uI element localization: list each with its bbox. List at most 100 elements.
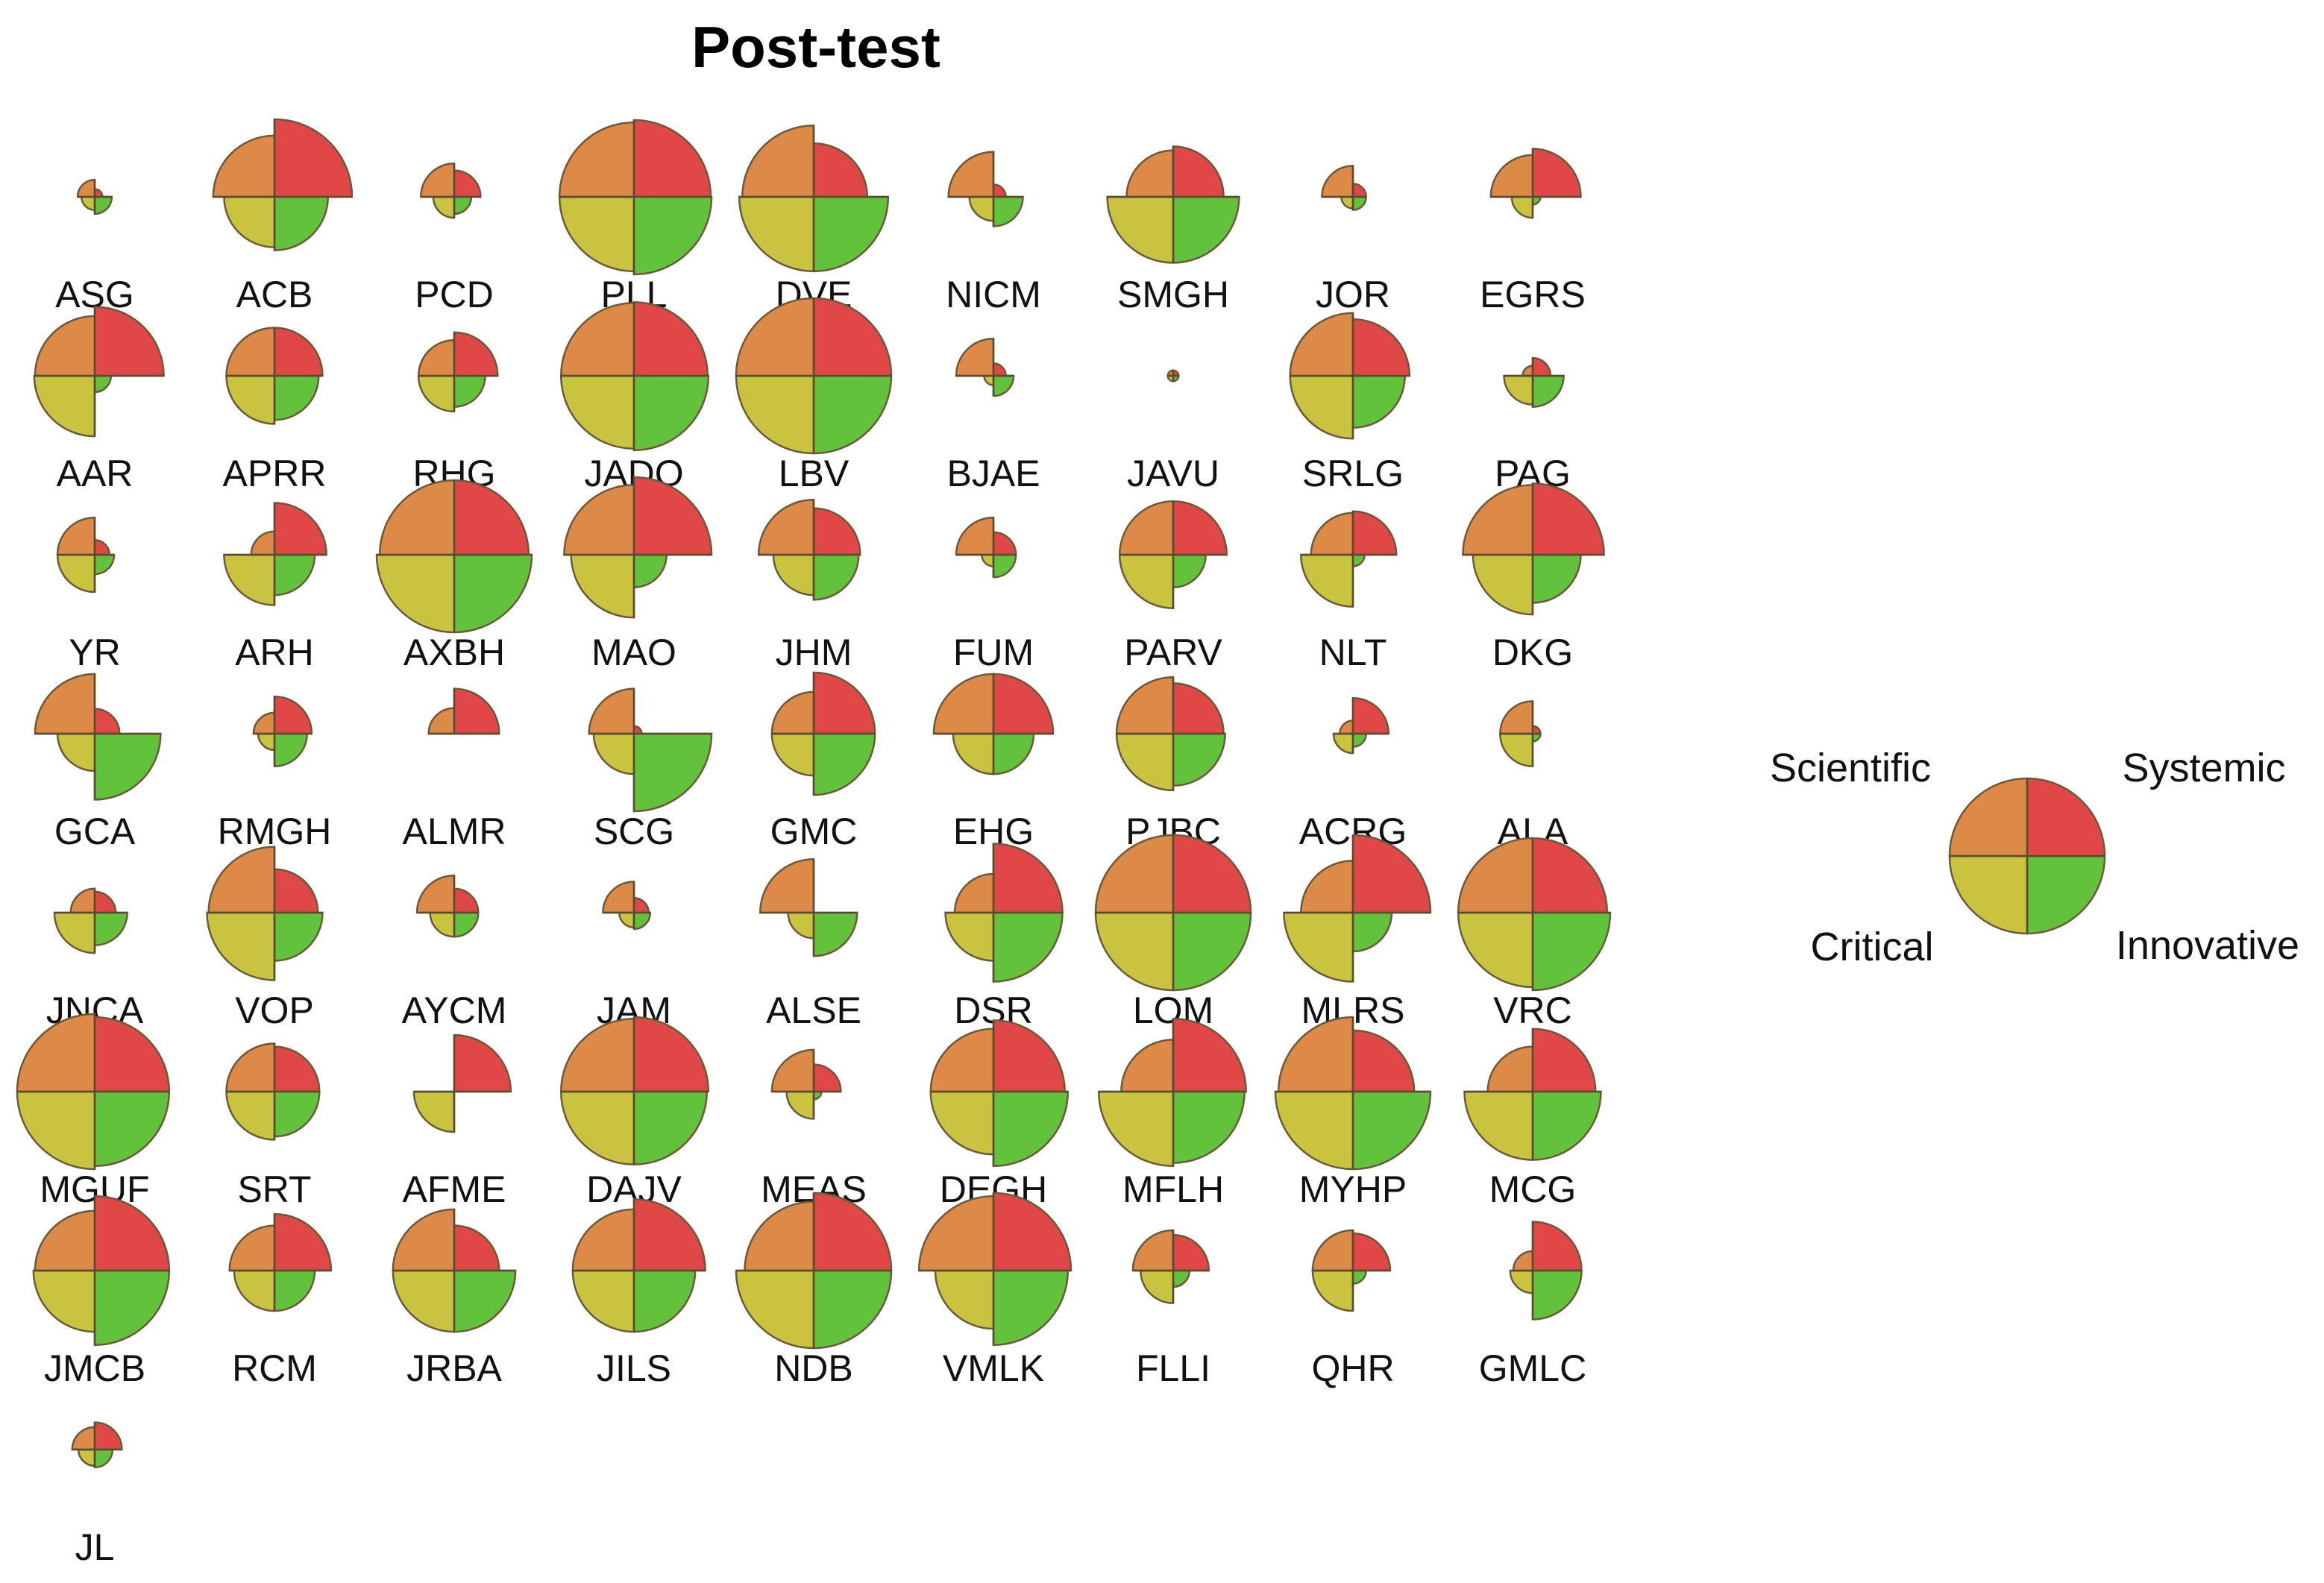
student-label: PCD [415, 274, 494, 315]
glyph-mlrs: MLRS [1283, 834, 1432, 1031]
glyph-vmlk-systemic-wedge [992, 1192, 1073, 1272]
student-label: PARV [1124, 632, 1222, 673]
glyph-egrs-systemic-wedge [1531, 148, 1582, 198]
glyph-vop-scientific-wedge [207, 846, 276, 914]
student-label: APRR [223, 453, 327, 494]
glyph-acb: ACB [212, 118, 354, 315]
glyph-aprr-innovative-wedge [273, 374, 320, 421]
glyph-aar-critical-wedge [33, 374, 96, 438]
glyph-dkg-scientific-wedge [1462, 484, 1534, 556]
glyph-meas-systemic-wedge [812, 1063, 842, 1093]
glyph-mao-innovative-wedge [632, 553, 668, 588]
glyph-pll-critical-wedge [558, 195, 635, 273]
glyph-dve-innovative-wedge [812, 195, 890, 273]
glyph-gmc-systemic-wedge [812, 671, 876, 735]
glyph-asg-innovative-wedge [93, 195, 113, 215]
glyph-jl-systemic-wedge [93, 1421, 123, 1451]
glyph-jadq-innovative-wedge [632, 374, 710, 452]
glyph-mao-critical-wedge [570, 553, 635, 619]
student-label: VOP [235, 989, 314, 1031]
student-label: ACB [236, 274, 313, 315]
glyph-degh-critical-wedge [929, 1090, 995, 1156]
glyph-gmc: GMC [770, 671, 876, 852]
glyph-jadq: JADQ [559, 300, 710, 494]
glyph-jmcb-systemic-wedge [93, 1195, 171, 1272]
glyph-lbv: LBV [735, 297, 893, 494]
glyph-flli-scientific-wedge [1131, 1229, 1175, 1272]
glyph-rcm: RCM [228, 1212, 333, 1389]
glyph-aycm-innovative-wedge [453, 911, 480, 938]
glyph-ehg-scientific-wedge [932, 673, 995, 735]
glyph-pag-innovative-wedge [1531, 374, 1565, 408]
student-label: SRLG [1302, 453, 1404, 494]
glyph-gca-innovative-wedge [93, 732, 162, 801]
glyph-rhg-critical-wedge [417, 374, 456, 413]
glyph-axbh-critical-wedge [375, 553, 456, 634]
glyph-mcg: MCG [1463, 1027, 1602, 1210]
glyph-flli: FLLI [1131, 1229, 1210, 1389]
glyph-axbh: AXBH [375, 479, 533, 673]
glyph-jmcb-scientific-wedge [34, 1209, 96, 1272]
glyph-dajv: DAJV [559, 1016, 710, 1210]
glyph-ndb-innovative-wedge [812, 1269, 893, 1350]
glyph-degh-systemic-wedge [992, 1019, 1066, 1093]
glyph-fum-innovative-wedge [992, 553, 1017, 579]
glyph-gmlc-systemic-wedge [1531, 1221, 1583, 1272]
glyph-vop: VOP [206, 846, 324, 1031]
glyph-degh-scientific-wedge [929, 1027, 995, 1093]
glyph-axbh-innovative-wedge [453, 553, 533, 634]
glyph-rcm-systemic-wedge [273, 1212, 333, 1272]
glyph-asg-systemic-wedge [93, 188, 104, 198]
glyph-gca-critical-wedge [56, 732, 96, 772]
glyph-lom-systemic-wedge [1172, 834, 1252, 914]
glyph-acb-critical-wedge [223, 195, 276, 248]
glyph-vrc-innovative-wedge [1531, 911, 1612, 992]
student-label: JRBA [406, 1347, 502, 1389]
glyph-vop-systemic-wedge [273, 868, 319, 914]
legend: Scientific Systemic Critical Innovative [1770, 746, 2299, 969]
glyph-aprr: APRR [223, 327, 327, 494]
glyph-acrg: ACRG [1299, 696, 1407, 852]
glyph-ala-critical-wedge [1499, 732, 1534, 767]
glyph-rmgh-systemic-wedge [273, 695, 313, 735]
student-label: ALMR [403, 811, 506, 852]
glyph-pag-systemic-wedge [1531, 356, 1552, 377]
glyph-vrc-critical-wedge [1457, 911, 1534, 989]
glyph-jils: JILS [571, 1198, 706, 1389]
glyph-aycm: AYCM [402, 874, 506, 1031]
student-label: AAR [57, 453, 134, 494]
glyph-pcd-innovative-wedge [453, 195, 473, 215]
glyph-vmlk: VMLK [917, 1192, 1073, 1389]
glyph-aycm-scientific-wedge [415, 874, 456, 914]
glyph-axbh-scientific-wedge [378, 479, 456, 556]
glyph-jl-scientific-wedge [71, 1426, 96, 1451]
student-label: VMLK [943, 1347, 1044, 1389]
glyph-mcg-systemic-wedge [1531, 1027, 1597, 1093]
glyph-dsr: DSR [944, 843, 1064, 1031]
glyph-dajv-critical-wedge [559, 1090, 635, 1166]
glyph-pcd-systemic-wedge [453, 169, 482, 198]
legend-innovative-wedge [2026, 855, 2106, 935]
glyph-srlg-critical-wedge [1289, 374, 1354, 440]
student-label: RCM [232, 1347, 317, 1389]
legend-label-systemic: Systemic [2122, 746, 2285, 790]
glyph-acrg-innovative-wedge [1351, 732, 1367, 748]
legend-glyph [1948, 777, 2106, 935]
student-label: MFLH [1122, 1168, 1224, 1210]
glyph-srlg-innovative-wedge [1351, 374, 1406, 429]
legend-label-innovative: Innovative [2116, 923, 2299, 968]
glyph-arh-scientific-wedge [250, 530, 276, 556]
legend-systemic-wedge [2026, 777, 2106, 857]
glyph-alse-innovative-wedge [812, 911, 858, 957]
glyph-scg: SCG [588, 687, 713, 852]
student-label: SMGH [1117, 274, 1229, 315]
glyph-lbv-scientific-wedge [735, 297, 815, 377]
student-label: SCG [594, 811, 674, 852]
glyph-aycm-critical-wedge [429, 911, 456, 938]
glyph-asg-scientific-wedge [76, 178, 96, 198]
glyph-jrba-scientific-wedge [392, 1208, 456, 1272]
glyph-acrg-systemic-wedge [1351, 696, 1390, 735]
glyph-aycm-systemic-wedge [453, 887, 480, 914]
glyph-egrs-critical-wedge [1510, 195, 1534, 219]
